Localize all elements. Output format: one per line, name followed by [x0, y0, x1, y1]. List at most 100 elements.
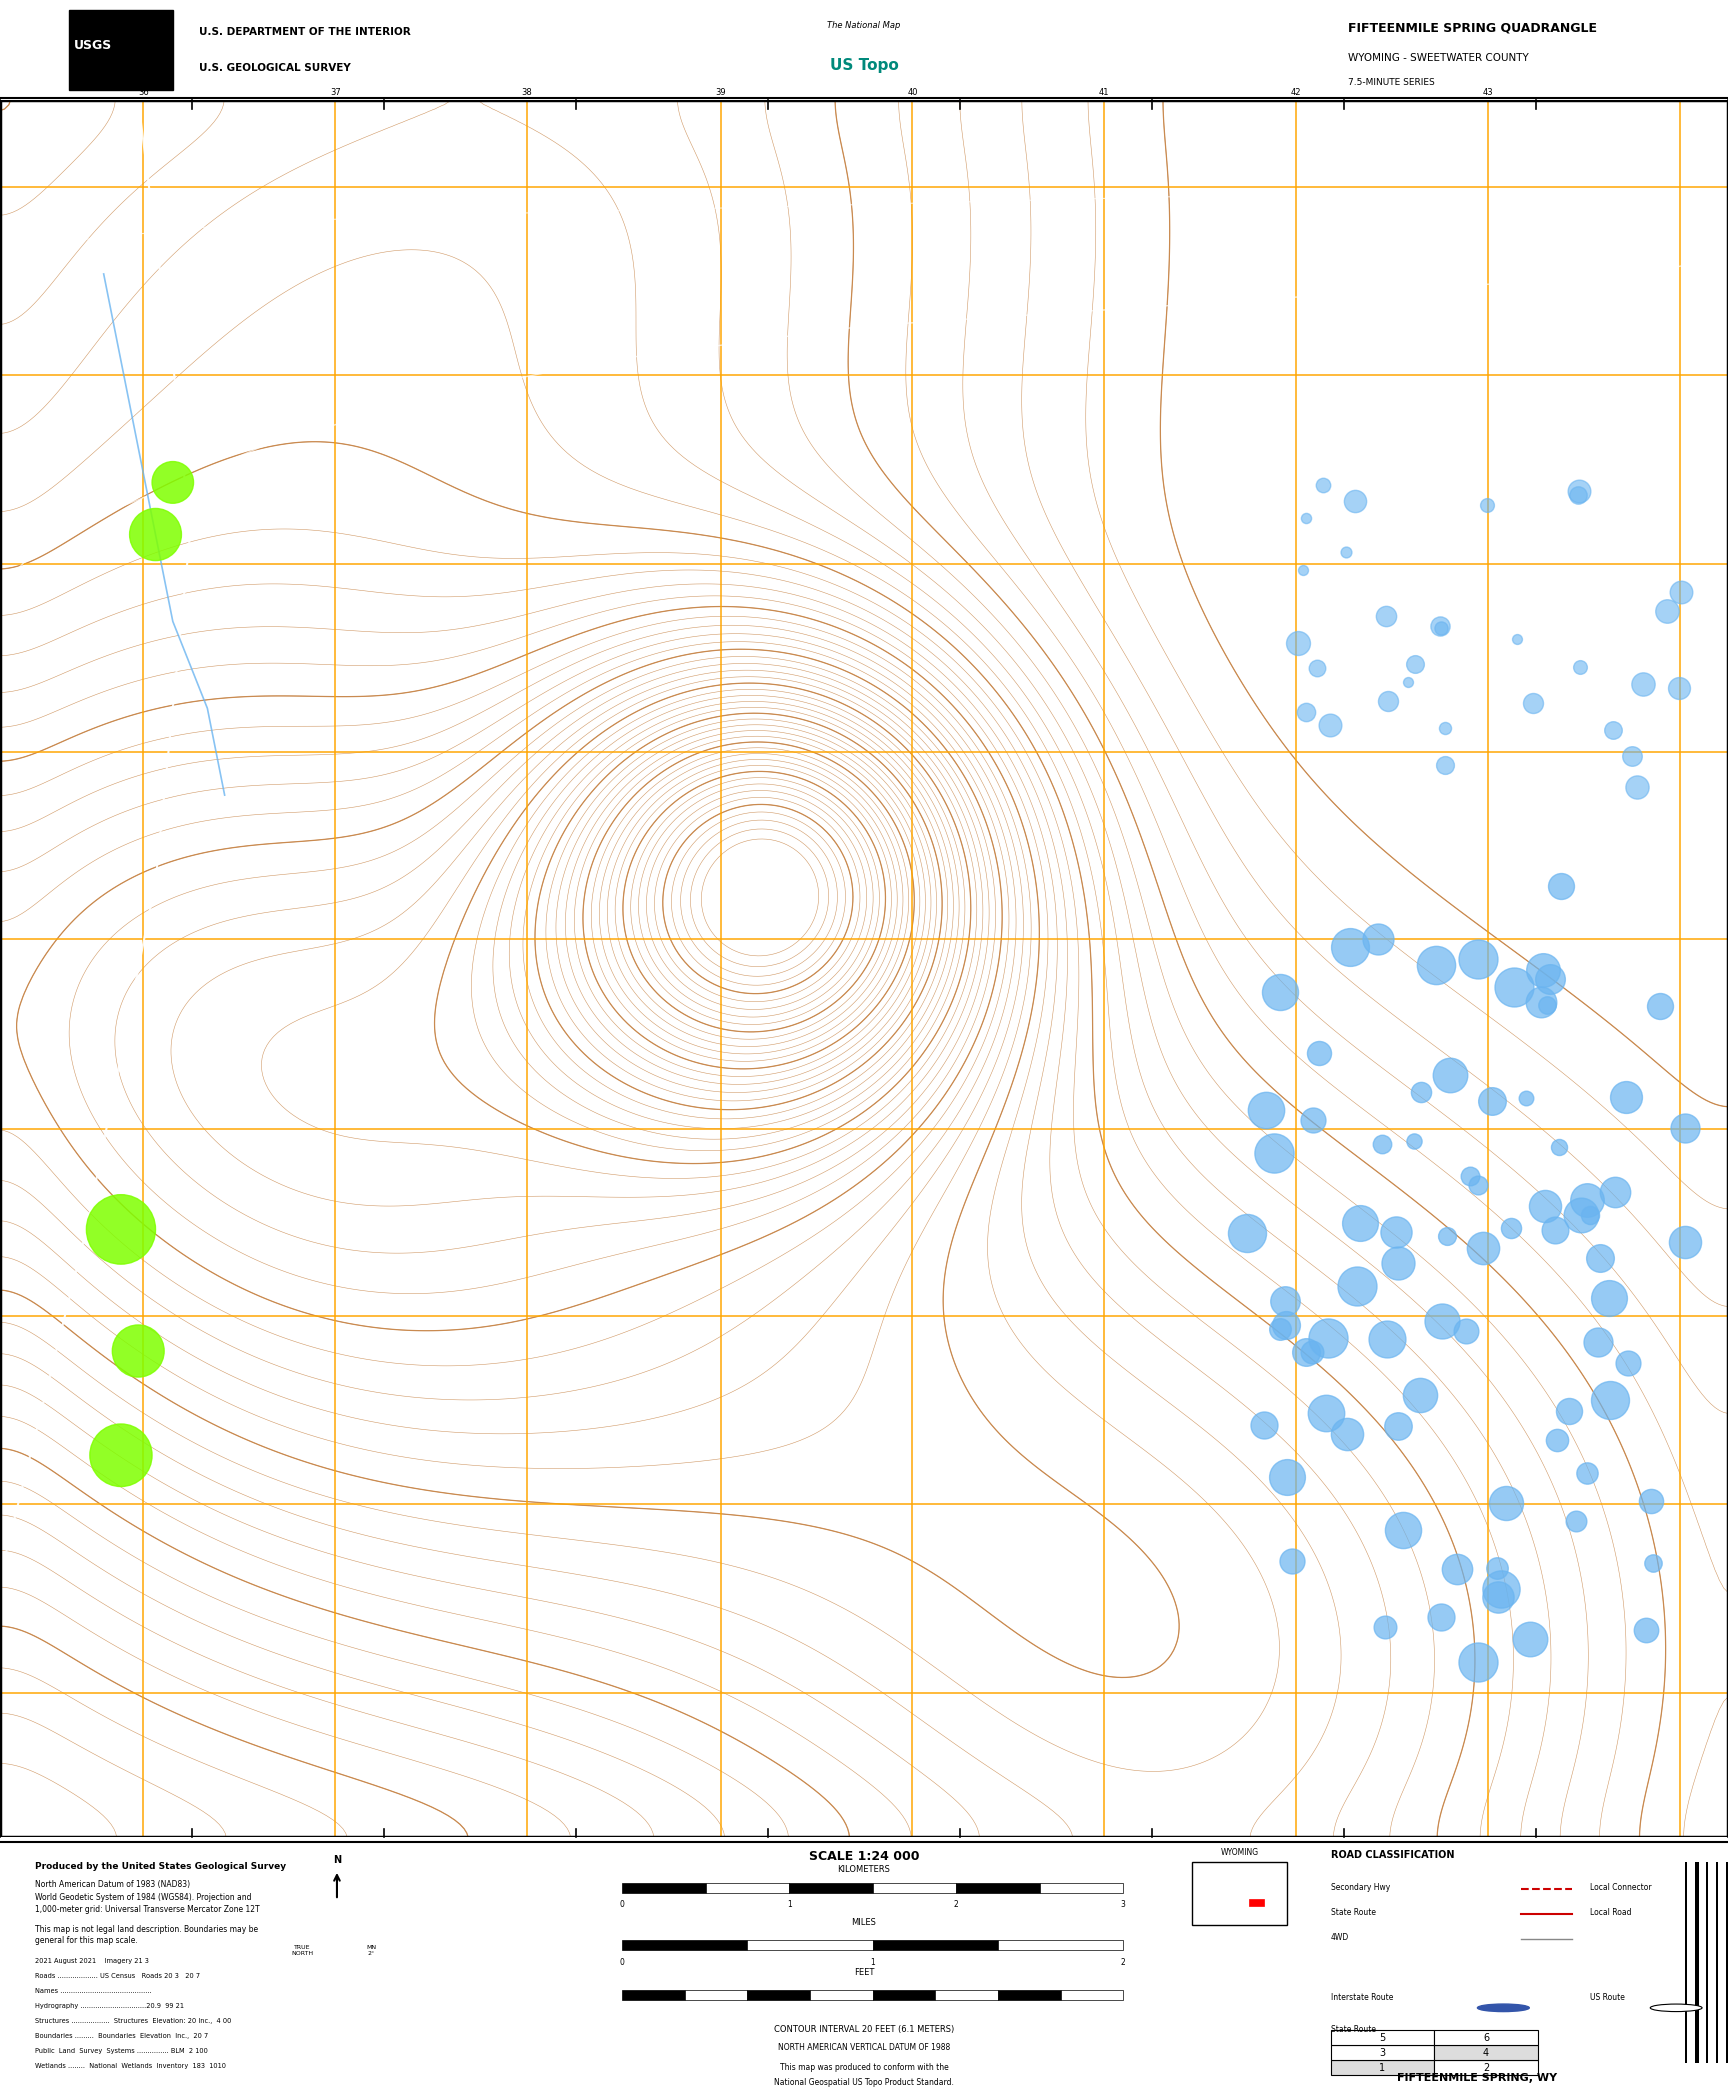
Bar — [1331, 2061, 1434, 2075]
Text: Roads ................... US Census   Roads 20 3   20 7: Roads ................... US Census Road… — [35, 1973, 200, 1979]
Point — [1274, 1462, 1301, 1495]
Bar — [873, 1940, 997, 1950]
Circle shape — [152, 461, 194, 503]
Circle shape — [1477, 2004, 1529, 2011]
Point — [1382, 1215, 1410, 1249]
Point — [1431, 748, 1458, 781]
Point — [1597, 1384, 1624, 1418]
Text: World Geodetic System of 1984 (WGS84). Projection and: World Geodetic System of 1984 (WGS84). P… — [35, 1892, 251, 1902]
Text: Produced by the United States Geological Survey: Produced by the United States Geological… — [35, 1862, 285, 1871]
Point — [1279, 1545, 1306, 1579]
Point — [1533, 988, 1560, 1021]
Text: FIFTEENMILE SPRING, WY: FIFTEENMILE SPRING, WY — [1398, 2073, 1557, 2084]
Point — [1363, 923, 1391, 956]
Text: This map was produced to conform with the: This map was produced to conform with th… — [779, 2063, 949, 2071]
Point — [1488, 1572, 1515, 1606]
Point — [1640, 1547, 1668, 1581]
Text: FEET: FEET — [854, 1967, 874, 1977]
Text: 0: 0 — [620, 1959, 624, 1967]
Point — [1401, 647, 1429, 681]
Point — [1602, 1176, 1630, 1209]
Point — [1464, 1167, 1491, 1201]
Point — [1562, 1503, 1590, 1537]
Point — [1536, 963, 1564, 996]
Point — [1384, 1247, 1412, 1280]
Bar — [956, 1883, 1040, 1892]
Bar — [1061, 1990, 1123, 2000]
Bar — [1711, 1862, 1714, 2063]
Text: 1: 1 — [871, 1959, 874, 1967]
Text: 1: 1 — [786, 1900, 791, 1908]
Text: 2021 August 2021    Imagery 21 3: 2021 August 2021 Imagery 21 3 — [35, 1959, 149, 1963]
Point — [1284, 626, 1312, 660]
Text: U.S. DEPARTMENT OF THE INTERIOR: U.S. DEPARTMENT OF THE INTERIOR — [199, 27, 411, 38]
Text: 42: 42 — [1291, 88, 1301, 96]
Point — [1477, 1084, 1505, 1117]
Point — [1299, 1102, 1327, 1136]
Point — [1305, 1036, 1332, 1069]
Bar — [1695, 1862, 1699, 2063]
Text: SCALE 1:24 000: SCALE 1:24 000 — [809, 1850, 919, 1862]
Point — [1253, 1092, 1280, 1125]
Point — [1652, 595, 1680, 628]
Bar — [1331, 2030, 1434, 2046]
Point — [1436, 1059, 1464, 1092]
Point — [1346, 1207, 1374, 1240]
Bar — [1721, 1862, 1723, 2063]
Point — [1312, 1395, 1339, 1428]
Text: FIFTEENMILE SPRING QUADRANGLE: FIFTEENMILE SPRING QUADRANGLE — [1348, 21, 1597, 35]
Bar — [999, 1990, 1061, 2000]
Point — [1614, 1347, 1642, 1380]
Point — [1433, 1219, 1460, 1253]
Circle shape — [86, 1194, 156, 1263]
Bar — [1331, 2046, 1434, 2061]
Text: N: N — [334, 1854, 340, 1865]
Point — [1623, 770, 1650, 804]
Point — [1474, 489, 1502, 522]
Point — [1464, 942, 1491, 975]
Point — [1586, 1242, 1614, 1276]
Text: KILOMETERS: KILOMETERS — [838, 1865, 890, 1875]
Bar — [935, 1990, 997, 2000]
Text: CONTOUR INTERVAL 20 FEET (6.1 METERS): CONTOUR INTERVAL 20 FEET (6.1 METERS) — [774, 2025, 954, 2034]
Point — [1293, 695, 1320, 729]
Point — [1647, 990, 1674, 1023]
Text: 4: 4 — [1483, 2048, 1490, 2059]
Bar — [69, 10, 173, 90]
Point — [1369, 1128, 1396, 1161]
Bar — [1434, 2061, 1538, 2075]
Point — [1267, 1311, 1294, 1345]
Text: WYOMING - SWEETWATER COUNTY: WYOMING - SWEETWATER COUNTY — [1348, 52, 1529, 63]
Bar — [873, 1990, 935, 2000]
Point — [1572, 1184, 1600, 1217]
Text: Interstate Route: Interstate Route — [1331, 1992, 1393, 2002]
Point — [1260, 1136, 1287, 1169]
Bar — [999, 1940, 1123, 1950]
Point — [1384, 1409, 1412, 1443]
Point — [1576, 1199, 1604, 1232]
Point — [1543, 1424, 1571, 1457]
Bar — [622, 1990, 684, 2000]
Text: 4WD: 4WD — [1331, 1933, 1350, 1942]
Text: State Route: State Route — [1331, 2025, 1375, 2034]
Point — [1498, 1211, 1526, 1244]
Point — [1567, 1199, 1595, 1232]
Circle shape — [90, 1424, 152, 1487]
Circle shape — [130, 509, 181, 560]
Point — [1668, 574, 1695, 608]
Text: US Route: US Route — [1590, 1992, 1624, 2002]
Point — [1293, 501, 1320, 535]
Bar — [1690, 1862, 1692, 2063]
Point — [1303, 651, 1331, 685]
Point — [1555, 1395, 1583, 1428]
Point — [1332, 535, 1360, 568]
Text: 40: 40 — [907, 88, 918, 96]
Point — [1407, 1378, 1434, 1411]
Point — [1408, 1075, 1436, 1109]
Point — [1541, 1213, 1569, 1247]
Point — [1671, 1111, 1699, 1144]
Bar — [1434, 2030, 1538, 2046]
Bar — [790, 1883, 873, 1892]
Point — [1483, 1551, 1510, 1585]
Text: USGS: USGS — [74, 38, 112, 52]
